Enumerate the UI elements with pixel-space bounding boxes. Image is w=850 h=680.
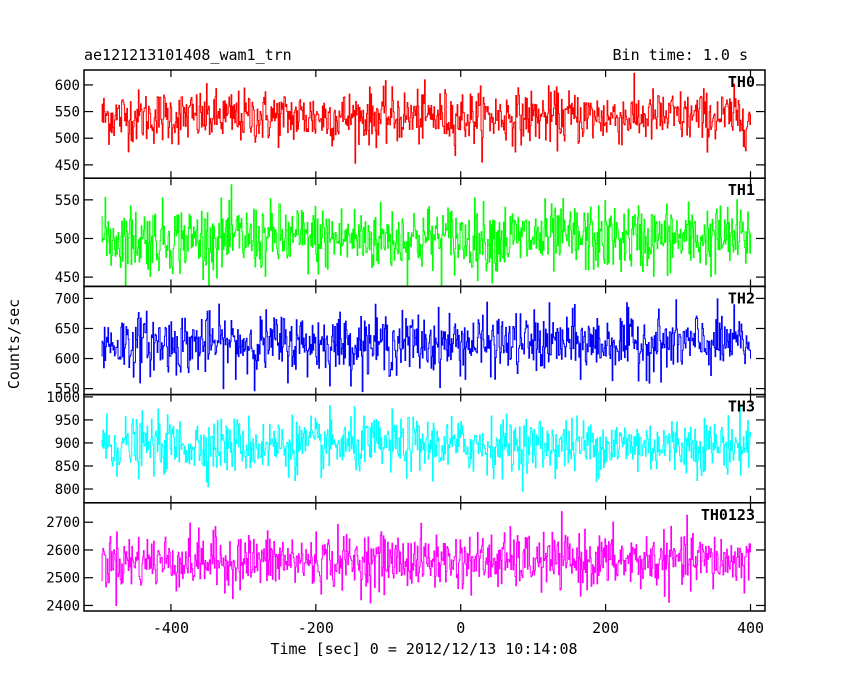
x-tick-label: 200 <box>592 619 619 637</box>
series-line-th0123 <box>101 511 752 606</box>
y-tick-label-th2: 600 <box>55 352 80 368</box>
panels-group: 450 500 550 600 TH0 450 500 550 TH1 550 600 650 700 T… <box>46 69 766 637</box>
panel-label-th1: TH1 <box>728 181 755 199</box>
y-tick-label-th2: 550 <box>55 382 80 398</box>
bin-time-label: Bin time: 1.0 s <box>613 46 748 64</box>
y-tick-label-th3: 950 <box>55 413 80 429</box>
y-tick-label-th1: 550 <box>55 193 80 209</box>
panel-th2: 550 600 650 700 TH2 <box>55 285 766 398</box>
chart-title: ae121213101408_wam1_trn <box>84 46 292 64</box>
x-tick-label: 0 <box>456 619 465 637</box>
series-line-th0 <box>101 72 752 164</box>
y-tick-label-th0: 450 <box>55 158 80 174</box>
y-tick-label-th1: 450 <box>55 270 80 286</box>
panel-th0123: 2400 2500 2600 2700 TH0123 <box>46 502 766 614</box>
y-tick-label-th0123: 2700 <box>46 515 80 531</box>
series-line-th1 <box>101 184 752 287</box>
panel-label-th3: TH3 <box>728 398 755 416</box>
panel-th1: 450 500 550 TH1 <box>55 177 766 288</box>
y-tick-label-th3: 900 <box>55 436 80 452</box>
panel-label-th2: TH2 <box>728 289 755 307</box>
y-tick-label-th0123: 2500 <box>46 571 80 587</box>
x-tick-label: -400 <box>153 619 189 637</box>
series-line-th3 <box>101 405 752 492</box>
panel-label-th0: TH0 <box>728 73 755 91</box>
panel-th3: 800 850 900 950 1000 TH3 <box>46 390 766 504</box>
y-tick-label-th3: 1000 <box>46 390 80 406</box>
panel-th0: 450 500 550 600 TH0 <box>55 69 766 179</box>
y-tick-label-th1: 500 <box>55 231 80 247</box>
y-tick-label-th3: 800 <box>55 482 80 498</box>
y-tick-label-th0123: 2400 <box>46 598 80 614</box>
x-tick-label: -200 <box>298 619 334 637</box>
y-tick-label-th2: 700 <box>55 291 80 307</box>
panel-label-th0123: TH0123 <box>701 506 755 524</box>
x-axis-label: Time [sec] 0 = 2012/12/13 10:14:08 <box>270 640 577 658</box>
y-tick-label-th3: 850 <box>55 459 80 475</box>
y-tick-label-th0: 500 <box>55 131 80 147</box>
y-axis-label: Counts/sec <box>5 299 23 389</box>
y-tick-label-th0123: 2600 <box>46 543 80 559</box>
y-tick-label-th2: 650 <box>55 321 80 337</box>
series-line-th2 <box>101 298 752 393</box>
panel-frame-th0123 <box>83 502 766 612</box>
y-tick-label-th0: 550 <box>55 105 80 121</box>
y-tick-label-th0: 600 <box>55 78 80 94</box>
x-tick-label: 400 <box>737 619 764 637</box>
